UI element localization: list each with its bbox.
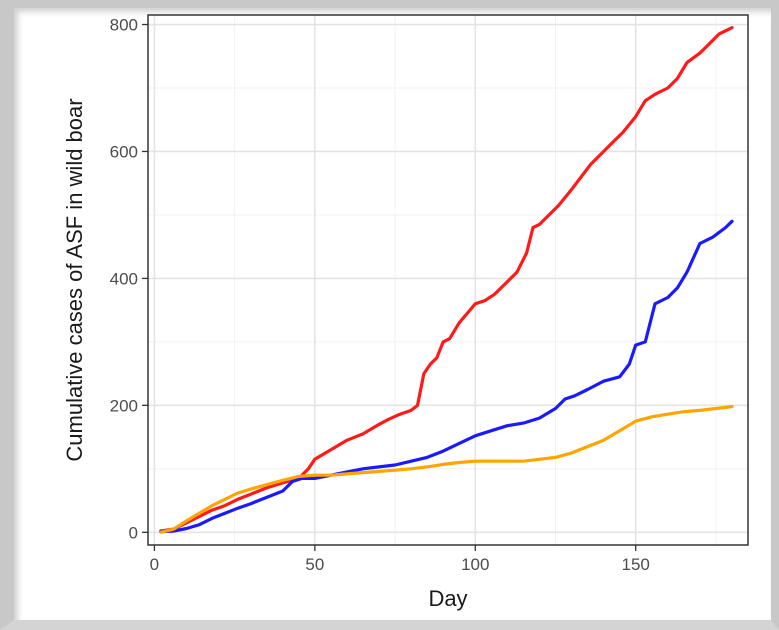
- x-tick-label: 50: [305, 555, 324, 574]
- y-tick-label: 600: [110, 142, 138, 161]
- y-axis-ticks: 0 200 400 600 800: [110, 16, 148, 543]
- x-axis-ticks: 0 50 100 150: [150, 545, 650, 574]
- x-tick-label: 150: [622, 555, 650, 574]
- y-tick-label: 400: [110, 269, 138, 288]
- y-tick-label: 800: [110, 16, 138, 35]
- y-axis-title: Cumulative cases of ASF in wild boar: [62, 98, 87, 461]
- y-tick-label: 0: [129, 523, 138, 542]
- x-tick-label: 0: [150, 555, 159, 574]
- x-tick-label: 100: [461, 555, 489, 574]
- x-axis-title: Day: [428, 586, 467, 611]
- y-tick-label: 200: [110, 396, 138, 415]
